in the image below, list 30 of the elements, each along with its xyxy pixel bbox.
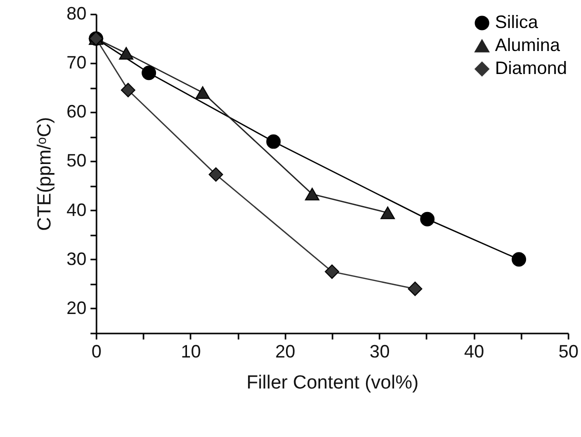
x-tick-label: 20 (275, 342, 296, 362)
point (208, 167, 224, 182)
y-tick-label: 60 (66, 102, 86, 122)
point (119, 46, 134, 60)
x-axis-title: Filler Content (vol%) (246, 372, 419, 394)
point (142, 66, 156, 80)
x-tick-label: 50 (558, 342, 579, 362)
y-tick-label: 30 (66, 248, 86, 269)
legend-label: Diamond (495, 58, 568, 78)
point (195, 86, 210, 99)
point (420, 212, 435, 226)
y-tick-label: 70 (66, 52, 86, 73)
y-axis-title: CTE(ppm/ᵒC) (34, 117, 56, 231)
legend-label: Silica (495, 12, 540, 32)
point (380, 206, 395, 220)
x-tick-label: 10 (180, 342, 201, 362)
legend-label: Alumina (495, 35, 562, 55)
x-tick-label: 40 (464, 342, 484, 362)
point (408, 282, 422, 296)
point (304, 188, 320, 200)
x-tick-label: 30 (370, 342, 390, 362)
point (324, 264, 340, 279)
y-tick-label: 40 (66, 200, 86, 220)
point (120, 82, 136, 98)
y-tick-label: 50 (66, 150, 86, 171)
point (266, 134, 281, 149)
point (512, 252, 526, 267)
x-tick-label: 0 (91, 342, 102, 362)
y-tick-label: 20 (66, 298, 86, 318)
y-tick-label: 80 (66, 4, 86, 24)
